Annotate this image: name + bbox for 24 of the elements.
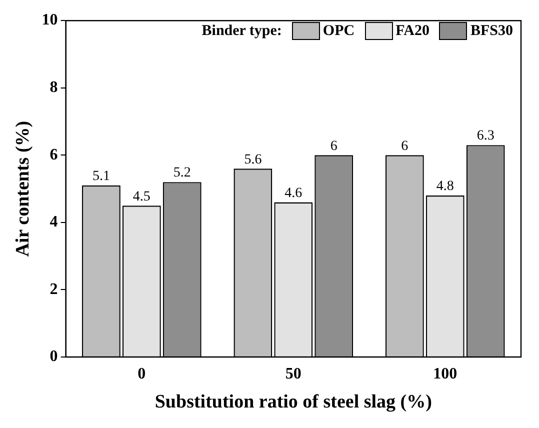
y-tick-label: 0 — [50, 348, 58, 366]
y-tick-label: 6 — [50, 146, 58, 164]
data-label: 5.6 — [244, 152, 262, 168]
legend-label: BFS30 — [470, 22, 513, 40]
data-label: 4.8 — [436, 179, 454, 194]
x-tick-label: 50 — [285, 366, 302, 383]
legend-label: FA20 — [396, 22, 430, 40]
data-label: 6 — [401, 138, 408, 154]
y-axis-title: Air contents (%) — [12, 120, 34, 257]
x-axis-title: Substitution ratio of steel slag (%) — [154, 392, 432, 413]
y-tick-label: 8 — [50, 79, 58, 96]
data-label: 5.1 — [92, 169, 110, 184]
data-label: 5.2 — [173, 166, 191, 181]
y-tick-label: 2 — [50, 280, 58, 298]
x-tick-label: 100 — [433, 366, 458, 383]
data-label: 4.6 — [284, 186, 302, 201]
data-label: 6 — [330, 138, 338, 154]
data-label: 6.3 — [476, 128, 494, 144]
x-tick-label: 0 — [138, 366, 146, 383]
data-label: 4.5 — [132, 189, 150, 204]
y-tick-label: 10 — [42, 12, 58, 29]
legend-title: Binder type: — [202, 22, 282, 40]
y-tick-label: 4 — [50, 214, 58, 231]
legend-label: OPC — [322, 22, 355, 40]
